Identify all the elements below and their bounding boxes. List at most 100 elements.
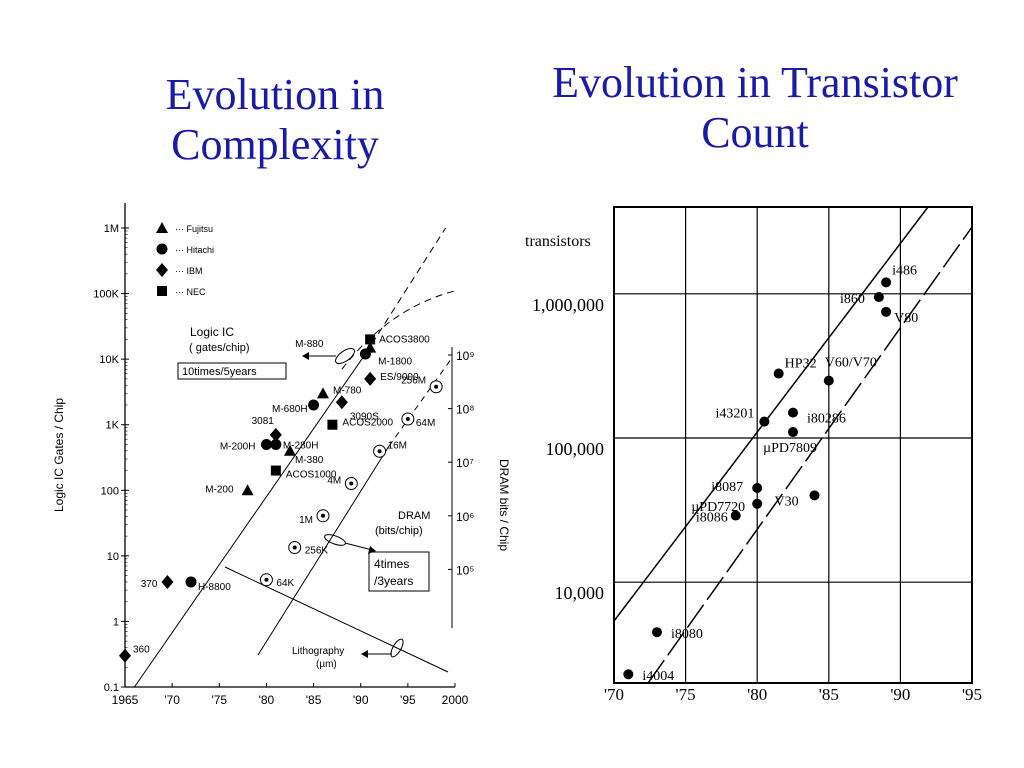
point-label: i860: [840, 292, 865, 307]
legend-label: ··· Fujitsu: [175, 224, 213, 234]
point-4m: 4M: [327, 476, 358, 491]
point-label: 1M: [299, 515, 313, 526]
right-slide-title: Evolution in Transistor Count: [552, 58, 958, 157]
point-i4004: i4004: [623, 669, 674, 684]
y-axis-label: Logic IC Gates / Chip: [52, 398, 66, 512]
x-tick-label: '75: [211, 693, 227, 707]
point-label: M-880: [295, 339, 324, 350]
x-tick-label: '85: [819, 685, 839, 704]
point-i8086: i8086: [696, 510, 741, 526]
point-label: i4004: [642, 669, 674, 684]
y-tick-label: 100,000: [546, 439, 605, 459]
point-v60-v70: V60/V70: [823, 356, 877, 386]
x-tick-label: '95: [962, 685, 982, 704]
point-label: 256K: [305, 546, 329, 557]
point-m-380: M-380: [284, 444, 324, 466]
lithography-unit: (µm): [316, 659, 337, 670]
square-marker: [157, 286, 167, 296]
point-m-780: M-780: [317, 385, 362, 399]
point-label: V80: [894, 311, 918, 326]
point-label: i486: [892, 263, 917, 278]
y-axis-label: transistors: [525, 233, 591, 250]
triangle-marker: [156, 222, 168, 233]
diamond-marker: [269, 427, 282, 442]
point-h-8800: H-8800: [185, 576, 231, 593]
point-label: ACOS3800: [379, 334, 430, 345]
point-v30: V30: [774, 490, 820, 509]
y-tick-label: 100: [101, 485, 119, 497]
y-tick-label: 1: [113, 616, 119, 628]
x-tick-label: 1965: [112, 693, 139, 707]
x-tick-label: '70: [164, 693, 180, 707]
point-v80: V80: [881, 306, 918, 326]
lower-trend-line: [647, 226, 973, 684]
y2-tick-label: 10⁹: [456, 349, 475, 363]
data-point-marker: [788, 407, 798, 418]
point-label: V30: [774, 494, 798, 509]
y2-tick-label: 10⁵: [456, 563, 474, 577]
point-label: 4M: [327, 476, 341, 487]
y-tick-label: 10,000: [555, 583, 605, 603]
x-tick-label: '95: [400, 693, 416, 707]
circle-marker: [308, 399, 320, 411]
point-pd7720: µPD7720: [691, 498, 763, 515]
square-marker: [327, 419, 338, 430]
point-16m: 16M: [373, 440, 407, 458]
circle-marker: [185, 576, 197, 588]
point-label: M-680H: [272, 404, 308, 415]
logic-rate-label: 10times/5years: [182, 366, 257, 378]
point-label: i8086: [696, 511, 728, 526]
upper-trend-line: [613, 206, 929, 622]
circle-marker: [270, 438, 282, 450]
ring-marker-center: [377, 449, 382, 454]
data-point-marker: [759, 416, 770, 427]
point-label: M-780: [333, 385, 362, 396]
diamond-marker: [161, 574, 174, 589]
point-label: HP32: [785, 357, 817, 372]
y-tick-label: 1K: [106, 420, 120, 432]
x-tick-label: '85: [306, 693, 322, 707]
point-label: 370: [141, 579, 158, 590]
logic-ic-unit: ( gates/chip): [189, 342, 250, 354]
diamond-marker: [119, 648, 131, 663]
point-label: M-1800: [378, 357, 412, 368]
point-3090s: 3090S: [335, 395, 379, 422]
y2-tick-label: 10⁷: [456, 456, 474, 470]
point-64k: 64K: [259, 573, 295, 589]
point-label: ES/9000: [380, 372, 419, 383]
diamond-marker: [364, 371, 377, 386]
point-370: 370: [141, 574, 174, 590]
point-label: 360: [133, 645, 150, 656]
y-tick-label: 10K: [99, 354, 119, 366]
data-point-marker: [752, 483, 763, 494]
x-tick-label: 2000: [442, 693, 469, 707]
dram-unit: (bits/chip): [375, 525, 423, 537]
logic-arrow-head: [302, 352, 309, 360]
point-label: 256M: [401, 376, 426, 387]
point-label: i43201: [715, 407, 754, 422]
point-i860: i860: [840, 292, 884, 307]
point-256k: 256K: [288, 541, 329, 557]
square-marker: [365, 334, 376, 345]
point-label: 64M: [416, 418, 435, 429]
y-tick-label: 100K: [93, 289, 119, 301]
y-tick-label: 10: [107, 551, 119, 563]
dram-title: DRAM: [398, 510, 430, 522]
lithography-title: Lithography: [292, 646, 344, 657]
triangle-marker: [241, 484, 254, 496]
point-360: 360: [119, 645, 150, 663]
point-m-280h: M-280H: [270, 438, 318, 451]
legend-entry-nec: ··· NEC: [157, 286, 206, 297]
data-point-marker: [788, 427, 798, 438]
ring-marker-center: [434, 384, 439, 389]
data-point-marker: [809, 490, 820, 501]
legend-label: ··· Hitachi: [175, 245, 214, 255]
point-hp32: HP32: [773, 357, 817, 379]
point-m-880: M-880: [295, 339, 371, 360]
data-point-marker: [881, 306, 892, 317]
dram-rate-line-2: /3years: [374, 574, 413, 588]
data-point-marker: [730, 510, 741, 521]
ring-marker-center: [349, 481, 354, 486]
point-label: µPD7720: [691, 500, 745, 515]
